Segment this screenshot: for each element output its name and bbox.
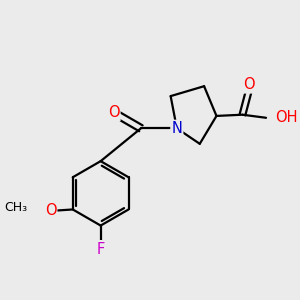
Text: F: F [97, 242, 105, 256]
Text: N: N [171, 121, 182, 136]
Text: O: O [243, 77, 254, 92]
Text: O: O [45, 203, 56, 218]
Text: O: O [108, 105, 119, 120]
Text: CH₃: CH₃ [4, 201, 27, 214]
Text: OH: OH [275, 110, 297, 125]
